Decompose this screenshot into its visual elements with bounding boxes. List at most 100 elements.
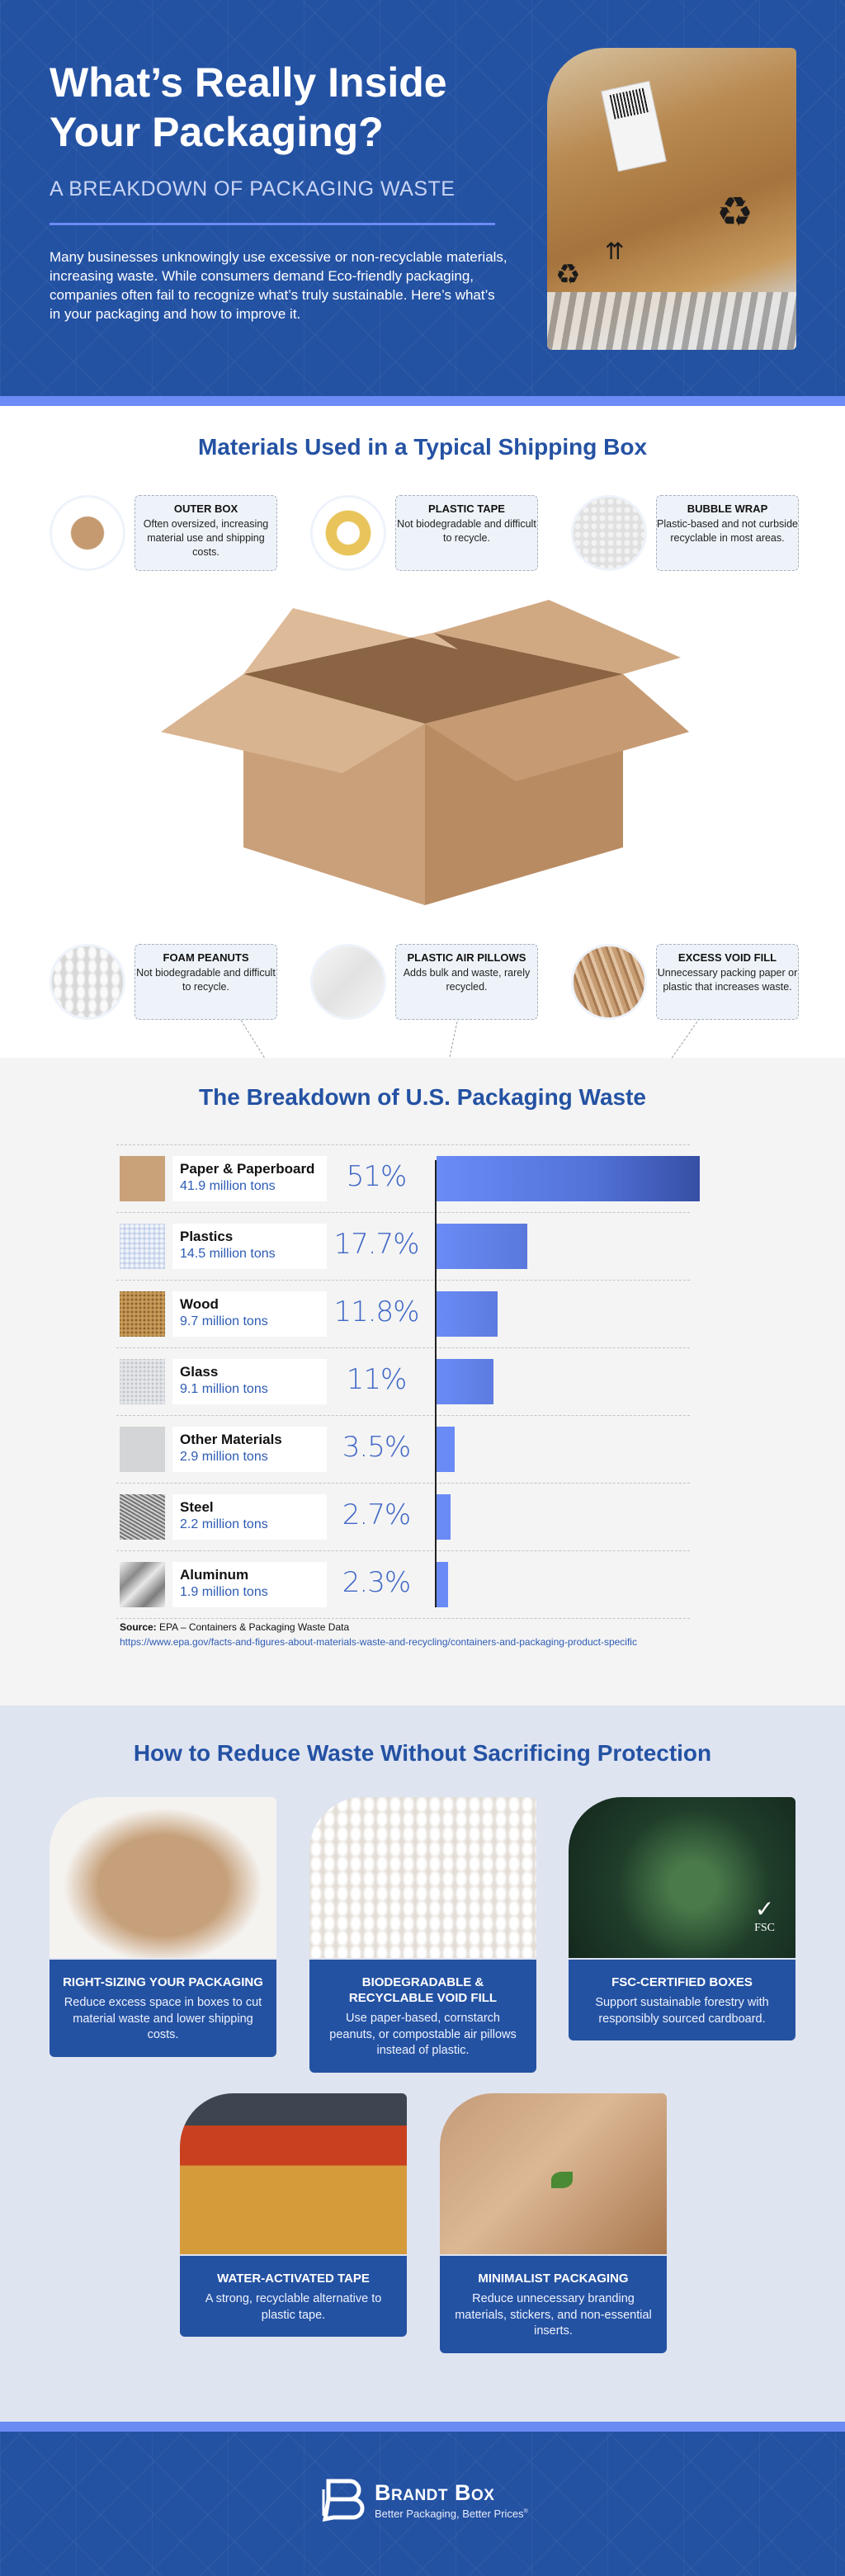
- footer: Brandt Box Better Packaging, Better Pric…: [0, 2432, 845, 2576]
- fsc-logo-icon: ✓ FSC: [754, 1897, 775, 1935]
- wood-texture-icon: [120, 1291, 165, 1337]
- chart-row: Aluminum 1.9 million tons 2.3%: [116, 1551, 690, 1618]
- hero-intro: Many businesses unknowingly use excessiv…: [50, 249, 507, 322]
- material-bubble-wrap: BUBBLE WRAP Plastic-based and not curbsi…: [571, 495, 819, 573]
- chart-row: Plastics 14.5 million tons 17.7%: [116, 1213, 690, 1280]
- material-callout: PLASTIC AIR PILLOWS Adds bulk and waste,…: [395, 944, 538, 1020]
- tip-desc: A strong, recyclable alternative to plas…: [205, 2292, 382, 2322]
- paper-texture-icon: [120, 1156, 165, 1201]
- materials-title: Materials Used in a Typical Shipping Box: [197, 434, 648, 460]
- material-void-fill: EXCESS VOID FILL Unnecessary packing pap…: [571, 944, 819, 1022]
- tip-card-water-tape: WATER-ACTIVATED TAPE A strong, recyclable…: [180, 2093, 407, 2337]
- material-desc: Often oversized, increasing material use…: [143, 518, 269, 558]
- air-pillows-icon: [310, 944, 386, 1020]
- source-note: Source: EPA – Containers & Packaging Was…: [120, 1621, 637, 1648]
- material-label: Aluminum: [180, 1567, 249, 1583]
- material-label: Paper & Paperboard: [180, 1161, 315, 1177]
- tip-title: FSC-CERTIFIED BOXES: [611, 1975, 753, 1989]
- material-tons: 2.9 million tons: [180, 1450, 268, 1464]
- material-name: OUTER BOX: [173, 502, 238, 515]
- chart-row: Paper & Paperboard 41.9 million tons 51%: [116, 1145, 700, 1212]
- row-divider: [116, 1415, 690, 1416]
- material-label: Steel: [180, 1499, 214, 1515]
- bar: [437, 1427, 455, 1472]
- bubble-wrap-icon: [571, 495, 647, 571]
- nested-boxes-photo: [50, 1797, 276, 1958]
- hero-title: What’s Really Inside Your Packaging?: [50, 59, 447, 155]
- row-divider: [116, 1483, 690, 1484]
- tip-title: BIODEGRADABLE & RECYCLABLE VOID FILL: [348, 1975, 498, 2005]
- tree-check-icon: ✓: [754, 1897, 775, 1923]
- material-name: PLASTIC TAPE: [428, 502, 505, 515]
- taping-box-photo: [180, 2093, 407, 2254]
- hero-boxes-photo: ♻ ♻ ⇈: [547, 48, 796, 350]
- material-name: EXCESS VOID FILL: [677, 951, 777, 964]
- breakdown-title: The Breakdown of U.S. Packaging Waste: [199, 1084, 646, 1110]
- brandt-box-logo-icon: [322, 2479, 365, 2522]
- tip-title: RIGHT-SIZING YOUR PACKAGING: [63, 1975, 263, 1989]
- packing-peanuts-photo: [309, 1797, 536, 1958]
- row-divider: [116, 1144, 690, 1145]
- brand-logo[interactable]: Brandt Box Better Packaging, Better Pric…: [322, 2478, 528, 2522]
- material-percent: 51%: [346, 1160, 408, 1193]
- accent-band: [0, 2422, 845, 2432]
- plain-boxes-photo: [440, 2093, 667, 2254]
- hero-section: What’s Really Inside Your Packaging? A B…: [0, 0, 845, 396]
- chart-row: Other Materials 2.9 million tons 3.5%: [116, 1416, 690, 1483]
- bar: [437, 1562, 448, 1607]
- material-tons: 41.9 million tons: [180, 1179, 276, 1193]
- brand-name: Brandt Box: [375, 2480, 495, 2505]
- bar: [437, 1156, 700, 1201]
- bar: [437, 1494, 451, 1540]
- row-divider: [116, 1280, 690, 1281]
- chart-row: Steel 2.2 million tons 2.7%: [116, 1484, 690, 1550]
- row-divider: [116, 1618, 690, 1619]
- tip-card-fsc: ✓ FSC FSC-CERTIFIED BOXES Support sustain…: [569, 1797, 795, 2041]
- material-outer-box: OUTER BOX Often oversized, increasing ma…: [50, 495, 297, 573]
- material-callout: BUBBLE WRAP Plastic-based and not curbsi…: [656, 495, 799, 571]
- tip-title: MINIMALIST PACKAGING: [478, 2272, 629, 2286]
- cardboard-box-icon: [50, 495, 125, 571]
- material-percent: 3.5%: [342, 1431, 411, 1464]
- roller-conveyor: [547, 292, 796, 350]
- tip-card-void-fill: BIODEGRADABLE & RECYCLABLE VOID FILL Use …: [309, 1797, 536, 2073]
- paper-void-fill-icon: [571, 944, 647, 1020]
- tip-desc: Reduce excess space in boxes to cut mate…: [64, 1996, 262, 2041]
- material-percent: 2.3%: [342, 1566, 411, 1599]
- bar: [437, 1359, 493, 1404]
- chart-row: Glass 9.1 million tons 11%: [116, 1348, 690, 1415]
- material-label: Glass: [180, 1364, 219, 1380]
- material-foam-peanuts: FOAM PEANUTS Not biodegradable and diffi…: [50, 944, 297, 1022]
- material-label: Wood: [180, 1296, 219, 1312]
- foam-peanuts-icon: [50, 944, 125, 1020]
- tape-roll-icon: [310, 495, 386, 571]
- recycle-icon: ♻: [555, 259, 581, 290]
- other-materials-swatch: [120, 1427, 165, 1472]
- forest-aerial-photo: ✓ FSC: [569, 1797, 795, 1958]
- source-text: EPA – Containers & Packaging Waste Data: [156, 1621, 350, 1633]
- hero-divider: [50, 223, 495, 225]
- steel-texture-icon: [120, 1494, 165, 1540]
- waste-bar-chart: Paper & Paperboard 41.9 million tons 51% …: [116, 1144, 700, 1619]
- tip-desc: Use paper-based, cornstarch peanuts, or …: [329, 2012, 517, 2057]
- material-percent: 2.7%: [342, 1498, 411, 1531]
- bar: [437, 1291, 498, 1337]
- accent-band: [0, 396, 845, 406]
- chart-axis: [435, 1160, 437, 1607]
- leaf-icon: [551, 2172, 573, 2188]
- material-name: BUBBLE WRAP: [687, 502, 768, 515]
- row-divider: [116, 1212, 690, 1213]
- material-air-pillows: PLASTIC AIR PILLOWS Adds bulk and waste,…: [310, 944, 558, 1022]
- materials-section: Materials Used in a Typical Shipping Box…: [0, 406, 845, 1347]
- plastic-texture-icon: [120, 1224, 165, 1269]
- material-callout: OUTER BOX Often oversized, increasing ma…: [135, 495, 277, 571]
- material-tons: 1.9 million tons: [180, 1585, 268, 1599]
- breakdown-section: The Breakdown of U.S. Packaging Waste Pa…: [0, 1058, 845, 1706]
- aluminum-texture-icon: [120, 1562, 165, 1607]
- material-desc: Adds bulk and waste, rarely recycled.: [403, 967, 531, 993]
- material-tons: 2.2 million tons: [180, 1517, 268, 1531]
- glass-texture-icon: [120, 1359, 165, 1404]
- material-desc: Not biodegradable and difficult to recyc…: [136, 967, 276, 993]
- source-link[interactable]: https://www.epa.gov/facts-and-figures-ab…: [120, 1636, 637, 1648]
- material-callout: FOAM PEANUTS Not biodegradable and diffi…: [135, 944, 277, 1020]
